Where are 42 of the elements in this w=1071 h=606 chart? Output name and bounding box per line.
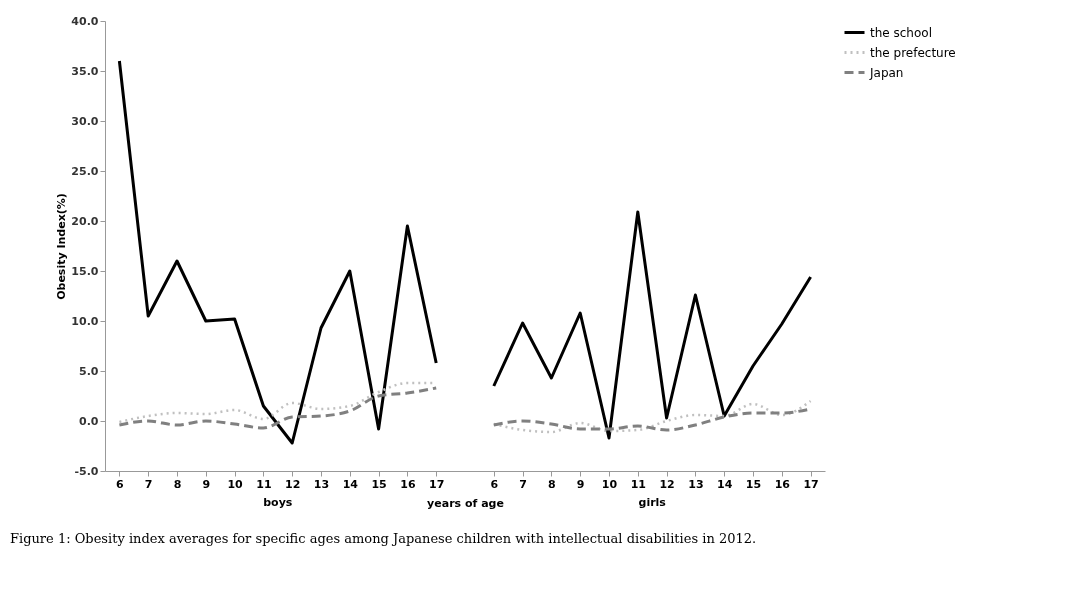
y-tick-label: -5.0 [74,464,99,478]
x-tick-label: 6 [116,477,125,491]
x-tick-label: 7 [144,477,153,491]
x-tick-label: 14 [717,477,733,491]
x-axis-title: years of age [427,496,504,510]
x-tick-label: 14 [342,477,359,491]
x-tick-label: 9 [576,477,585,491]
x-tick-label: 17 [429,477,445,491]
caption: Figure 1: Obesity index averages for specific ages among Japanese children with intellectual disabilities in 2012. [10,531,757,546]
text: boys [263,496,293,509]
x-tick-label: 8 [173,477,182,491]
y-tick-label: 10.0 [71,314,99,328]
x-tick-label: 8 [548,477,556,491]
x-tick-label: 10 [601,477,618,491]
x-tick-label: 12 [659,477,675,491]
legend-label: the school [870,25,932,40]
text: girls [638,496,667,509]
y-tick-label: 30.0 [71,114,99,128]
y-tick-label: 40.0 [71,14,99,28]
y-tick-label: 15.0 [71,264,99,278]
y-tick-label: 5.0 [79,364,99,378]
x-tick-label: 17 [803,477,819,491]
y-tick-label: 0.0 [79,414,99,428]
x-tick-label: 15 [371,477,387,491]
legend-label: the prefecture [870,45,956,60]
x-tick-label: 16 [774,477,791,491]
x-tick-label: 11 [256,477,272,491]
x-tick-label: 13 [313,477,330,491]
x-tick-label: 11 [630,477,646,491]
x-tick-label: 10 [227,477,244,491]
y-tick-label: 25.0 [71,164,99,178]
y-tick-label: 35.0 [71,64,99,78]
y-tick-label: 20.0 [71,214,99,228]
x-tick-label: 12 [285,477,301,491]
x-tick-label: 9 [202,477,211,491]
x-tick-label: 15 [745,477,762,491]
x-tick-label: 13 [688,477,704,491]
x-tick-label: 6 [490,477,499,491]
legend-label: Japan [869,65,904,80]
x-tick-label: 7 [519,477,527,491]
x-tick-label: 16 [400,477,416,491]
y-axis-title: Obesity Index(%) [55,193,69,300]
